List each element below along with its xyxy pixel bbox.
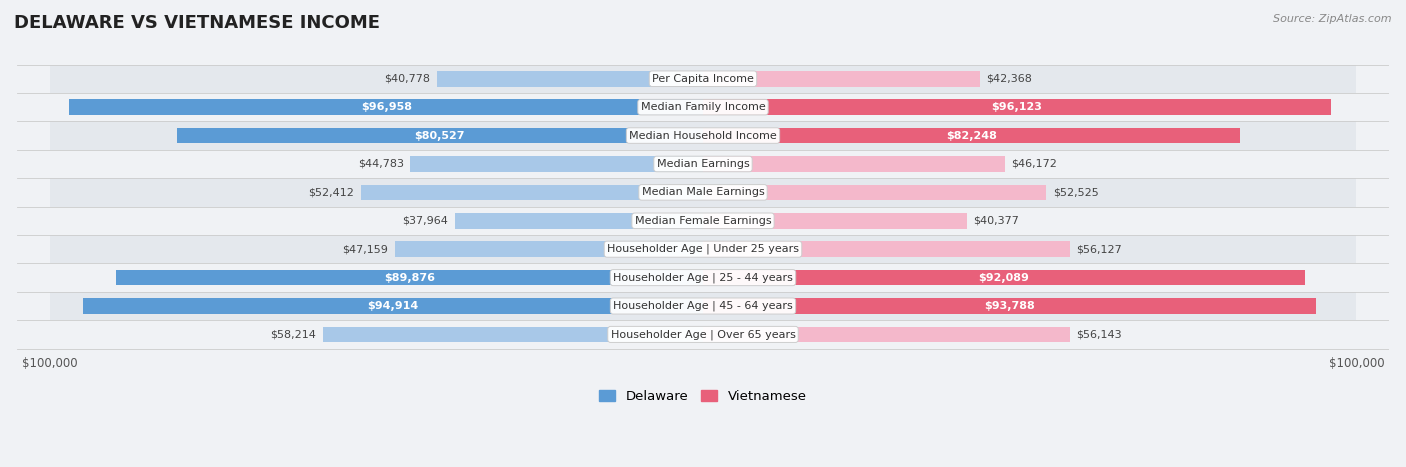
Text: Householder Age | Over 65 years: Householder Age | Over 65 years (610, 329, 796, 340)
Bar (703, 213, 967, 229)
Bar (49, 320, 1357, 349)
Text: DELAWARE VS VIETNAMESE INCOME: DELAWARE VS VIETNAMESE INCOME (14, 14, 380, 32)
Text: $37,964: $37,964 (402, 216, 449, 226)
Text: Householder Age | 45 - 64 years: Householder Age | 45 - 64 years (613, 301, 793, 311)
Text: Median Family Income: Median Family Income (641, 102, 765, 112)
Bar (49, 235, 1357, 263)
Bar (83, 298, 703, 314)
Text: Median Male Earnings: Median Male Earnings (641, 187, 765, 198)
Bar (703, 298, 1316, 314)
Legend: Delaware, Vietnamese: Delaware, Vietnamese (593, 385, 813, 409)
Text: Median Household Income: Median Household Income (628, 131, 778, 141)
Text: $82,248: $82,248 (946, 131, 997, 141)
Text: Median Female Earnings: Median Female Earnings (634, 216, 772, 226)
Bar (411, 156, 703, 172)
Text: $47,159: $47,159 (343, 244, 388, 254)
Text: $96,958: $96,958 (361, 102, 412, 112)
Text: $40,377: $40,377 (973, 216, 1019, 226)
Bar (360, 184, 703, 200)
Bar (49, 121, 1357, 150)
Bar (703, 99, 1331, 115)
Text: $52,412: $52,412 (308, 187, 354, 198)
Bar (49, 64, 1357, 93)
Text: $94,914: $94,914 (367, 301, 419, 311)
Bar (49, 93, 1357, 121)
Bar (115, 270, 703, 285)
Bar (703, 156, 1005, 172)
Bar (69, 99, 703, 115)
Text: $44,783: $44,783 (359, 159, 404, 169)
Bar (703, 184, 1046, 200)
Text: $93,788: $93,788 (984, 301, 1035, 311)
Bar (49, 263, 1357, 292)
Bar (49, 292, 1357, 320)
Bar (703, 71, 980, 86)
Text: $40,778: $40,778 (384, 74, 430, 84)
Text: Householder Age | 25 - 44 years: Householder Age | 25 - 44 years (613, 272, 793, 283)
Text: $56,143: $56,143 (1077, 329, 1122, 340)
Bar (49, 178, 1357, 206)
Bar (703, 270, 1305, 285)
Bar (456, 213, 703, 229)
Text: Median Earnings: Median Earnings (657, 159, 749, 169)
Text: $80,527: $80,527 (415, 131, 465, 141)
Text: $89,876: $89,876 (384, 273, 434, 283)
Text: $56,127: $56,127 (1077, 244, 1122, 254)
Text: $52,525: $52,525 (1053, 187, 1098, 198)
Bar (322, 326, 703, 342)
Bar (49, 150, 1357, 178)
Text: $96,123: $96,123 (991, 102, 1042, 112)
Bar (703, 128, 1240, 143)
Bar (49, 206, 1357, 235)
Bar (703, 241, 1070, 257)
Bar (395, 241, 703, 257)
Text: $42,368: $42,368 (987, 74, 1032, 84)
Text: $58,214: $58,214 (270, 329, 316, 340)
Text: Source: ZipAtlas.com: Source: ZipAtlas.com (1274, 14, 1392, 24)
Bar (436, 71, 703, 86)
Bar (703, 326, 1070, 342)
Text: Householder Age | Under 25 years: Householder Age | Under 25 years (607, 244, 799, 255)
Text: $92,089: $92,089 (979, 273, 1029, 283)
Text: $46,172: $46,172 (1011, 159, 1057, 169)
Text: Per Capita Income: Per Capita Income (652, 74, 754, 84)
Bar (177, 128, 703, 143)
